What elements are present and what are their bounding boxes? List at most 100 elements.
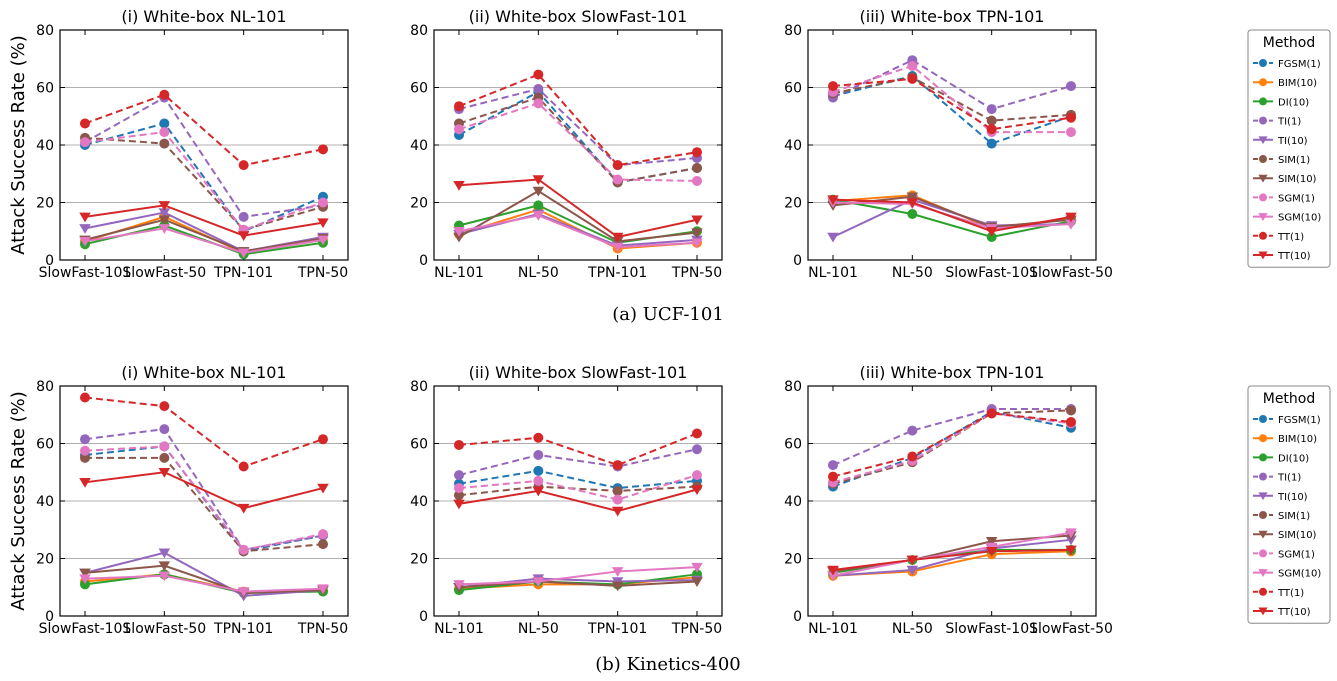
data-point-tt-1-2 <box>533 432 544 443</box>
series-tt-10 <box>453 485 703 517</box>
data-point-tt-1-4 <box>1066 112 1076 123</box>
data-point-sgm-1-2 <box>533 98 544 109</box>
series-line-sim-1 <box>84 136 324 231</box>
data-point-sgm-1-4 <box>692 470 702 481</box>
x-tick-label-nl-50: NL-50 <box>518 621 559 637</box>
data-point-sgm-1-3 <box>238 544 249 555</box>
legend-label-ti-1: TI(1) <box>1277 473 1301 484</box>
legend-marker-fgsm-1 <box>1259 415 1267 423</box>
series-line-sim-1 <box>85 456 324 553</box>
data-point-tt-1-3 <box>986 408 997 419</box>
data-point-sgm-10-1 <box>827 571 839 582</box>
y-tick-label-20: 20 <box>410 552 428 568</box>
legend-label-ti-10: TI(10) <box>1277 136 1308 147</box>
data-point-tt-10-1 <box>827 195 839 206</box>
series-ti-10 <box>79 548 329 602</box>
data-point-sgm-10-1 <box>453 226 465 237</box>
series-sgm-10 <box>827 528 1077 582</box>
data-point-sim-10-3 <box>611 581 624 592</box>
chart-panel-3: (iii) White-box TPN-101 0 20 40 60 80 NL-101 NL… <box>784 7 1113 281</box>
data-point-sgm-10-4 <box>691 562 703 573</box>
data-point-sgm-10-4 <box>1065 528 1077 539</box>
data-point-sim-10-1 <box>79 568 91 579</box>
x-tick-label-nl-50: NL-50 <box>892 265 933 281</box>
y-tick-label-40: 40 <box>36 138 54 154</box>
data-point-sim-1-1 <box>80 452 90 463</box>
data-point-sim-10-2 <box>158 561 171 572</box>
series-line-sim-10 <box>84 218 324 253</box>
legend-bottom: Method FGSM(1) BIM(10) DI(10) TI(1) TI(10) SIM… <box>1247 385 1331 624</box>
data-point-tt-1-1 <box>454 101 464 112</box>
legend-item-tt-10: TT(10) <box>1253 607 1311 618</box>
series-line-ti-1 <box>832 59 1072 111</box>
x-tick-label-tpn-50: TPN-50 <box>297 621 348 637</box>
legend-item-bim-10: BIM(10) <box>1253 434 1317 445</box>
series-line-fgsm-1 <box>458 469 698 490</box>
legend-item-tt-1: TT(1) <box>1253 587 1304 599</box>
data-point-sgm-10-3 <box>611 242 624 253</box>
series-line-sgm-10 <box>84 227 324 254</box>
series-line-ti-10 <box>84 551 324 597</box>
legend-label-sgm-10: SGM(10) <box>1278 569 1321 580</box>
data-point-sim-10-4 <box>691 228 703 239</box>
chart-panel-4: (i) White-box NL-101 0 20 40 60 80 SlowFast-10… <box>36 363 349 637</box>
y-tick-label-60: 60 <box>36 81 54 97</box>
y-tick-label-0: 0 <box>419 253 428 269</box>
data-point-tt-10-2 <box>532 486 545 497</box>
y-tick-label-60: 60 <box>410 81 428 97</box>
data-point-tt-1-2 <box>159 401 170 412</box>
data-point-sgm-10-1 <box>453 580 465 590</box>
chart-title: (i) White-box NL-101 <box>121 363 286 382</box>
data-point-ti-10-2 <box>906 565 919 576</box>
y-tick-label-20: 20 <box>784 552 802 568</box>
series-ti-1 <box>828 404 1076 471</box>
x-tick-label-tpn-50: TPN-50 <box>671 265 722 281</box>
legends: Method FGSM(1) BIM(10) DI(10) TI(1) TI(10) SIM… <box>1247 29 1331 624</box>
series-fgsm-1 <box>80 118 328 237</box>
chart-title: (ii) White-box SlowFast-101 <box>469 363 688 382</box>
x-tick-label-slowfast-101: SlowFast-101 <box>945 265 1038 281</box>
series-line-sgm-1 <box>832 412 1072 484</box>
legend-marker-sim-10 <box>1258 530 1268 539</box>
series-line-tt-1 <box>832 77 1072 131</box>
data-point-sgm-10-1 <box>79 237 91 247</box>
data-point-ti-1-2 <box>907 425 918 436</box>
data-point-tt-10-1 <box>453 180 465 191</box>
data-point-di-10-1 <box>80 579 90 590</box>
series-line-tt-1 <box>458 432 698 467</box>
data-point-tt-1-3 <box>986 124 997 135</box>
x-tick-label-tpn-101: TPN-101 <box>213 621 273 637</box>
series-line-tt-10 <box>84 471 324 510</box>
data-point-di-10-2 <box>907 209 918 219</box>
legend-marker-sgm-1 <box>1259 193 1267 202</box>
legend-label-di-10: DI(10) <box>1278 97 1309 108</box>
legend-marker-tt-1 <box>1259 231 1267 240</box>
y-tick-label-80: 80 <box>784 379 802 395</box>
data-point-tt-1-2 <box>159 89 170 100</box>
data-point-tt-10-1 <box>453 499 465 510</box>
y-tick-label-80: 80 <box>784 23 802 39</box>
data-point-sgm-1-2 <box>533 475 544 486</box>
data-point-tt-10-2 <box>906 555 919 566</box>
x-tick-label-slowfast-101: SlowFast-101 <box>945 621 1038 637</box>
data-point-sim-1-1 <box>454 490 464 501</box>
data-point-tt-10-4 <box>317 218 329 229</box>
legend-item-tt-1: TT(1) <box>1253 231 1304 243</box>
series-sgm-1 <box>828 60 1076 138</box>
legend-item-sgm-10: SGM(10) <box>1253 569 1321 580</box>
data-point-sgm-1-4 <box>318 197 328 208</box>
data-point-sim-10-2 <box>906 192 919 203</box>
series-line-tt-10 <box>832 548 1072 571</box>
series-tt-1 <box>454 428 702 471</box>
data-point-tt-10-3 <box>237 231 250 242</box>
data-point-tt-10-3 <box>611 232 624 243</box>
x-tick-label-nl-50: NL-50 <box>892 621 933 637</box>
data-point-sgm-1-3 <box>612 174 623 185</box>
data-point-ti-10-1 <box>79 224 91 234</box>
data-point-ti-10-2 <box>158 548 171 559</box>
y-tick-label-60: 60 <box>36 437 54 453</box>
y-tick-label-40: 40 <box>410 138 428 154</box>
data-point-tt-1-1 <box>454 439 464 450</box>
data-point-sgm-10-3 <box>237 248 250 259</box>
legend-item-sim-10: SIM(10) <box>1253 174 1317 185</box>
